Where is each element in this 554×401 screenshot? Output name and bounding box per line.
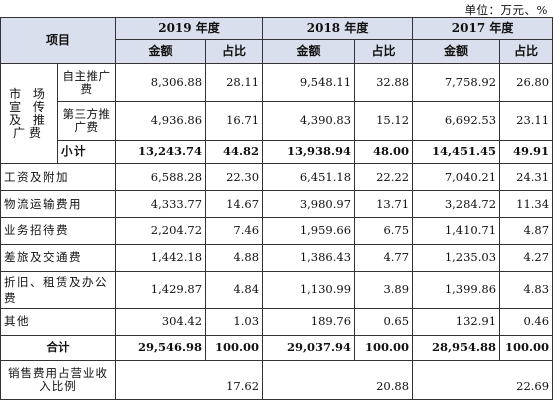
row-label: 合计 xyxy=(0,334,117,361)
cell-value: 7.46 xyxy=(205,217,264,245)
row-label: 销售费用占营业收入比例 xyxy=(0,359,117,401)
cell-value: 22.30 xyxy=(205,163,264,192)
cell-value: 4.83 xyxy=(499,270,554,309)
cell-value: 4,936.86 xyxy=(115,101,207,141)
cell-value: 1,959.66 xyxy=(262,217,356,245)
header-ratio: 占比 xyxy=(354,39,414,64)
cell-value: 100.00 xyxy=(499,334,554,361)
header-amount: 金额 xyxy=(115,39,207,64)
cell-value: 32.88 xyxy=(354,62,414,103)
cell-value: 29,546.98 xyxy=(115,334,207,361)
row-label: 工资及附加 xyxy=(0,163,117,192)
table-row: 工资及附加 6,588.28 22.30 6,451.18 22.22 7,04… xyxy=(0,163,554,192)
cell-value: 4,390.83 xyxy=(262,101,356,141)
cell-value: 1,442.18 xyxy=(115,243,207,272)
cell-value: 4.87 xyxy=(499,217,554,245)
cell-value: 4.77 xyxy=(354,243,414,272)
header-project: 项目 xyxy=(0,17,117,64)
cell-value: 44.82 xyxy=(205,139,264,165)
ratio-row: 销售费用占营业收入比例 17.62 20.88 22.69 xyxy=(0,359,554,401)
header-ratio: 占比 xyxy=(205,39,264,64)
cell-value: 14.67 xyxy=(205,190,264,219)
cell-value: 24.31 xyxy=(499,163,554,192)
cell-value: 16.71 xyxy=(205,101,264,141)
cell-value: 132.91 xyxy=(412,307,501,336)
sales-expense-table: 项目 2019 年度 2018 年度 2017 年度 金额 占比 金额 占比 金… xyxy=(0,17,554,401)
cell-value: 3,284.72 xyxy=(412,190,501,219)
cell-value: 7,040.21 xyxy=(412,163,501,192)
cell-value: 9,548.11 xyxy=(262,62,356,103)
cell-value: 1,410.71 xyxy=(412,217,501,245)
cell-value: 23.11 xyxy=(499,101,554,141)
cell-value: 4.84 xyxy=(205,270,264,309)
row-label: 第三方推广费 xyxy=(56,101,117,141)
cell-value: 8,306.88 xyxy=(115,62,207,103)
row-label: 差旅及交通费 xyxy=(0,243,117,272)
cell-value: 6,588.28 xyxy=(115,163,207,192)
cell-value: 1,130.99 xyxy=(262,270,356,309)
cell-value: 28,954.88 xyxy=(412,334,501,361)
cell-value: 29,037.94 xyxy=(262,334,356,361)
cell-value: 13.71 xyxy=(354,190,414,219)
cell-value: 28.11 xyxy=(205,62,264,103)
cell-value: 0.46 xyxy=(499,307,554,336)
cell-value: 22.69 xyxy=(412,359,554,401)
cell-value: 3,980.97 xyxy=(262,190,356,219)
table-row: 其他 304.42 1.03 189.76 0.65 132.91 0.46 xyxy=(0,307,554,336)
table-row: 物流运输费用 4,333.77 14.67 3,980.97 13.71 3,2… xyxy=(0,190,554,219)
cell-value: 6,451.18 xyxy=(262,163,356,192)
cell-value: 4,333.77 xyxy=(115,190,207,219)
cell-value: 48.00 xyxy=(354,139,414,165)
cell-value: 22.22 xyxy=(354,163,414,192)
header-year-2017: 2017 年度 xyxy=(412,17,554,40)
table-row: 市 场 宣 传 及 推 广费 自主推广费 8,306.88 28.11 9,54… xyxy=(0,62,554,165)
row-label: 折旧、租赁及办公费 xyxy=(0,270,117,309)
cell-value: 1,429.87 xyxy=(115,270,207,309)
table-row: 折旧、租赁及办公费 1,429.87 4.84 1,130.99 3.89 1,… xyxy=(0,270,554,309)
header-amount: 金额 xyxy=(412,39,501,64)
cell-value: 2,204.72 xyxy=(115,217,207,245)
row-label: 其他 xyxy=(0,307,117,336)
header-year-2018: 2018 年度 xyxy=(262,17,414,40)
cell-value: 26.80 xyxy=(499,62,554,103)
subtotal-row: 小计 13,243.74 44.82 13,938.94 48.00 14,45… xyxy=(1,139,554,165)
row-label: 小计 xyxy=(56,139,117,165)
cell-value: 100.00 xyxy=(354,334,414,361)
header-year-2019: 2019 年度 xyxy=(115,17,264,40)
total-row: 合计 29,546.98 100.00 29,037.94 100.00 28,… xyxy=(0,334,554,361)
row-label: 物流运输费用 xyxy=(0,190,117,219)
cell-value: 49.91 xyxy=(499,139,554,165)
table-row: 第三方推广费 4,936.86 16.71 4,390.83 15.12 6,6… xyxy=(1,101,554,141)
header-amount: 金额 xyxy=(262,39,356,64)
cell-value: 3.89 xyxy=(354,270,414,309)
table-row: 业务招待费 2,204.72 7.46 1,959.66 6.75 1,410.… xyxy=(0,217,554,245)
cell-value: 13,938.94 xyxy=(262,139,356,165)
cell-value: 4.27 xyxy=(499,243,554,272)
unit-note: 单位：万元、% xyxy=(464,3,548,17)
cell-value: 100.00 xyxy=(205,334,264,361)
row-label: 业务招待费 xyxy=(0,217,117,245)
cell-value: 7,758.92 xyxy=(412,62,501,103)
cell-value: 304.42 xyxy=(115,307,207,336)
cell-value: 6,692.53 xyxy=(412,101,501,141)
cell-value: 1,235.03 xyxy=(412,243,501,272)
cell-value: 14,451.45 xyxy=(412,139,501,165)
row-label: 自主推广费 xyxy=(56,62,117,103)
cell-value: 13,243.74 xyxy=(115,139,207,165)
cell-value: 17.62 xyxy=(115,359,264,401)
cell-value: 20.88 xyxy=(262,359,414,401)
cell-value: 6.75 xyxy=(354,217,414,245)
cell-value: 1,386.43 xyxy=(262,243,356,272)
header-ratio: 占比 xyxy=(499,39,554,64)
cell-value: 189.76 xyxy=(262,307,356,336)
cell-value: 1,399.86 xyxy=(412,270,501,309)
cell-value: 11.34 xyxy=(499,190,554,219)
market-group-label: 市 场 宣 传 及 推 广费 xyxy=(0,62,58,165)
cell-value: 15.12 xyxy=(354,101,414,141)
cell-value: 0.65 xyxy=(354,307,414,336)
cell-value: 4.88 xyxy=(205,243,264,272)
table-row: 差旅及交通费 1,442.18 4.88 1,386.43 4.77 1,235… xyxy=(0,243,554,272)
cell-value: 1.03 xyxy=(205,307,264,336)
